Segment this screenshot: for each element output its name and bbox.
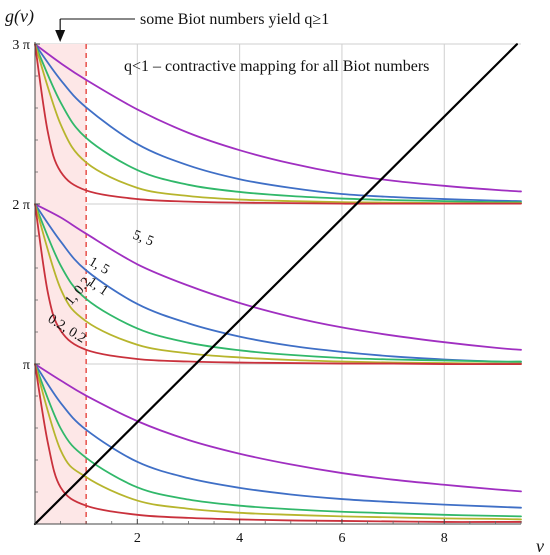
series-line-branch1-purple [34,363,522,493]
series-line-branch3-red [34,43,522,205]
x-tick-label: 8 [441,531,448,546]
x-tick-label: 6 [338,531,345,546]
y-axis-label: g(ν) [5,6,34,27]
series-line-branch2-olive [34,203,522,365]
axes [34,42,521,525]
annotation-q-ge-1: some Biot numbers yield q≥1 [140,11,329,28]
x-axis-label: ν [536,536,544,555]
series-line-branch2-green [34,203,522,363]
series-line-branch1-olive [34,363,522,521]
series [33,43,522,526]
series-line-branch2-purple [34,203,522,351]
annotation-arrowhead [55,30,66,42]
y-tick-label: 3 π [12,38,30,53]
series-line-branch2-blue [34,203,522,363]
x-tick-label: 4 [236,531,243,546]
x-tick-label: 2 [134,531,141,546]
annotation-contractive: q<1 – contractive mapping for all Biot n… [124,58,429,75]
y-tick-label: π [23,358,30,373]
ticks: 2 4 6 8 π 2 π 3 π [12,38,522,546]
series-line-branch3-purple [34,43,522,193]
labels: g(ν) ν some Biot numbers yield q≥1 q<1 – co… [5,6,544,555]
series-line-branch1-green [34,363,522,518]
series-line-branch1-blue [34,363,522,509]
series-line-branch2-red [34,203,522,366]
y-tick-label: 2 π [12,198,30,213]
grid [35,43,521,524]
series-line-branch1-red [34,363,522,523]
series-line-identity [33,43,519,526]
curve-label: 5, 5 [131,228,156,250]
series-line-branch3-green [34,43,522,204]
series-line-branch3-blue [34,43,522,203]
